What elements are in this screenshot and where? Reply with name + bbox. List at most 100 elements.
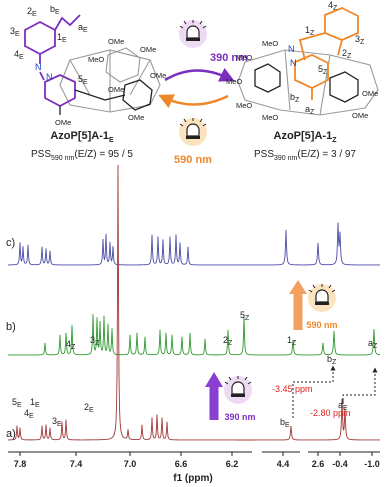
methoxy: MeO: [236, 101, 252, 110]
atom-label: 1Z: [305, 25, 315, 37]
structure-e: [24, 14, 161, 115]
label-part: E: [15, 31, 20, 38]
label-part: Z: [332, 359, 337, 366]
peak-label: 3Z: [90, 335, 100, 347]
atom-label: 4E: [14, 49, 24, 61]
methoxy: OMe: [108, 85, 124, 94]
label-part: Z: [332, 137, 337, 144]
methoxy: OMe: [128, 113, 144, 122]
label-part: 4: [66, 339, 71, 349]
label-part: 2: [84, 402, 89, 412]
shape: [44, 74, 76, 108]
arrow: [289, 280, 307, 294]
light-label: 590 nm: [306, 320, 337, 330]
label-part: Z: [228, 340, 233, 347]
shape: [69, 50, 151, 112]
label-part: (E/Z) = 95 / 5: [74, 149, 133, 160]
spectrum-trace: [7, 164, 380, 441]
spectrum-trace: [8, 314, 381, 356]
tick-label: -1.0: [364, 459, 380, 469]
atom-label: 1E: [57, 32, 67, 44]
spectrum-trace: [7, 222, 380, 266]
label-part: 3: [52, 416, 57, 426]
label-part: E: [109, 137, 114, 144]
trace-label: b): [6, 321, 16, 333]
peak-label: 2E: [84, 402, 94, 414]
label-part: Z: [333, 5, 338, 12]
atom-label: 2Z: [342, 48, 352, 60]
nitrogen: N: [46, 72, 53, 82]
label-part: (E/Z) = 3 / 97: [297, 149, 356, 160]
tick-label: 6.2: [226, 459, 239, 469]
pss-ratio: PSS390 nm(E/Z) = 3 / 97: [254, 149, 356, 162]
shape: [105, 47, 141, 83]
label-part: E: [17, 402, 22, 409]
label-part: a: [305, 104, 310, 114]
tick-label: -0.4: [332, 459, 348, 469]
label-part: E: [343, 405, 348, 412]
label-part: a: [338, 400, 343, 410]
label-part: b: [327, 354, 332, 364]
atom-label: aZ: [305, 104, 315, 116]
lamp-icon: [178, 19, 208, 49]
shape: [324, 7, 359, 41]
shift-connector: [342, 367, 378, 404]
nitrogen: N: [35, 62, 42, 72]
label-part: E: [29, 413, 34, 420]
shape: [24, 20, 56, 56]
atom-label: 5E: [78, 74, 88, 86]
shape: [329, 71, 359, 103]
lamp-icon: [223, 375, 253, 405]
shift-label: -2.80 ppm: [310, 408, 351, 418]
label-part: E: [57, 421, 62, 428]
shape: [122, 79, 153, 111]
shape: [59, 89, 126, 115]
atom-label: 2E: [27, 6, 37, 18]
methoxy: OMe: [150, 71, 166, 80]
arrow: [205, 372, 223, 387]
peak-label: 1Z: [287, 335, 297, 347]
label-part: E: [35, 402, 40, 409]
label-part: E: [62, 37, 67, 44]
label-part: Z: [347, 53, 352, 60]
light-label: 390 nm: [224, 412, 255, 422]
label-part: a: [78, 22, 83, 32]
label-part: E: [19, 54, 24, 61]
label-part: 5: [240, 310, 245, 320]
lamp-icon: [178, 117, 208, 147]
structure-z: [237, 7, 379, 116]
label-part: AzoP[5]A-1: [274, 130, 333, 142]
atom-label: 3Z: [355, 34, 365, 46]
label-part: E: [285, 422, 290, 429]
shape: [294, 54, 329, 90]
shift-connector: [292, 365, 336, 418]
label-part: Z: [360, 39, 365, 46]
label-part: 5: [318, 64, 323, 74]
label-part: 2: [342, 48, 347, 58]
methoxy: OMe: [352, 111, 368, 120]
label-part: 1: [305, 25, 310, 35]
label-part: E: [32, 11, 37, 18]
methoxy: OMe: [140, 45, 156, 54]
label-part: Z: [95, 340, 100, 347]
peak-label: 2Z: [223, 335, 233, 347]
label-part: E: [89, 407, 94, 414]
methoxy: OMe: [108, 37, 124, 46]
peak-label: 5Z: [240, 310, 250, 322]
nitrogen: N: [290, 58, 297, 68]
trace-label: a): [6, 428, 16, 440]
peak-label: bE: [280, 417, 290, 429]
label-part: E: [83, 79, 88, 86]
peak-label: 1E: [30, 397, 40, 409]
label-part: 390 nm: [274, 155, 298, 162]
label-part: 1: [287, 335, 292, 345]
label-part: Z: [373, 343, 378, 350]
tick-label: 6.6: [175, 459, 188, 469]
methoxy: OMe: [55, 118, 71, 127]
label-part: 3: [355, 34, 360, 44]
shape: [298, 32, 326, 61]
light-label: 590 nm: [174, 154, 212, 166]
label-part: 590 nm: [51, 155, 75, 162]
